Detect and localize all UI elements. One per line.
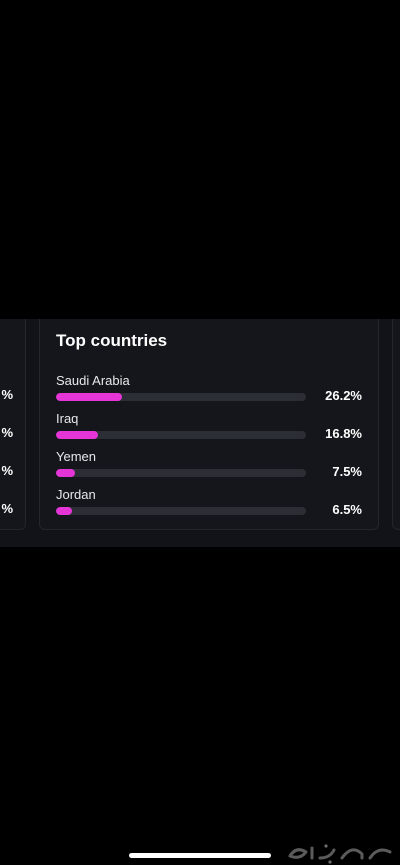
country-share-value: 6.5% xyxy=(332,502,362,517)
country-share-track xyxy=(56,507,306,515)
country-name: Yemen xyxy=(56,449,96,464)
country-name: Iraq xyxy=(56,411,79,426)
country-share-bar xyxy=(56,507,73,515)
country-share-track xyxy=(56,393,306,401)
left-partial-card: % % % % xyxy=(0,319,26,530)
country-row: Saudi Arabia 26.2% xyxy=(56,373,362,409)
country-row: Jordan 6.5% xyxy=(56,487,362,523)
country-share-value: 26.2% xyxy=(325,388,362,403)
country-name: Jordan xyxy=(56,487,96,502)
home-indicator[interactable] xyxy=(129,853,271,858)
country-share-track xyxy=(56,431,306,439)
right-partial-card xyxy=(392,319,400,530)
country-share-value: 7.5% xyxy=(332,464,362,479)
country-share-bar xyxy=(56,431,98,439)
country-row: Iraq 16.8% xyxy=(56,411,362,447)
country-share-bar xyxy=(56,469,75,477)
country-row: Yemen 7.5% xyxy=(56,449,362,485)
country-share-value: 16.8% xyxy=(325,426,362,441)
left-card-percent: % xyxy=(1,501,13,516)
country-share-track xyxy=(56,469,306,477)
left-card-percent: % xyxy=(1,463,13,478)
analytics-panel: % % % % Top countries Saudi Arabia 26.2%… xyxy=(0,319,400,547)
haraj-logo-watermark-icon xyxy=(288,844,392,864)
country-share-bar xyxy=(56,393,122,401)
left-card-percent: % xyxy=(1,425,13,440)
left-card-percent: % xyxy=(1,387,13,402)
card-title: Top countries xyxy=(56,331,168,350)
country-name: Saudi Arabia xyxy=(56,373,130,388)
top-countries-card: Top countries Saudi Arabia 26.2% Iraq 16… xyxy=(39,319,379,530)
